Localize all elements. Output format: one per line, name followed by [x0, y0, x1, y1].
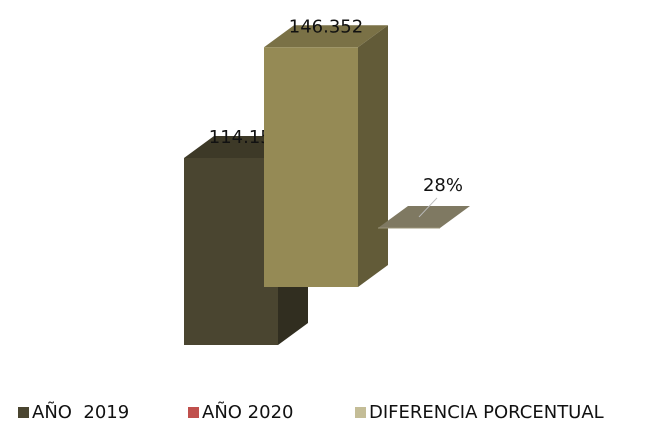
legend-label: AÑO 2020	[202, 401, 293, 423]
legend-marker	[188, 407, 199, 418]
legend-label: DIFERENCIA PORCENTUAL	[369, 402, 604, 423]
bar-top	[264, 25, 388, 48]
bar-side	[358, 25, 388, 288]
bar-side	[440, 205, 470, 228]
bar	[184, 158, 278, 345]
legend-marker	[355, 407, 366, 418]
bar	[264, 47, 358, 288]
bar-top	[378, 205, 470, 228]
value-label: 28%	[423, 175, 463, 196]
legend-marker	[18, 407, 29, 418]
leader-line	[418, 197, 438, 218]
legend-label: AÑO 2019	[32, 401, 129, 423]
value-label: 146.352	[289, 16, 363, 37]
